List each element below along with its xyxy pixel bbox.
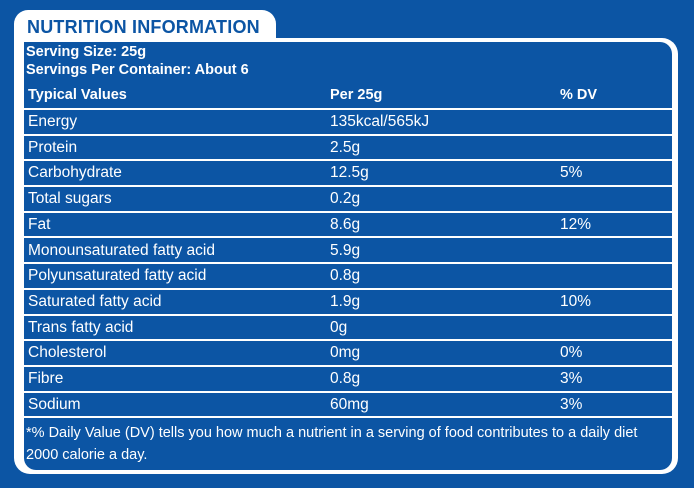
nutrient-dv: 3% xyxy=(560,395,583,413)
nutrient-name: Sodium xyxy=(28,395,81,413)
header-typical-values: Typical Values xyxy=(28,87,127,103)
table-row: Fibre 0.8g 3% xyxy=(24,367,672,393)
header-dv: % DV xyxy=(560,87,598,103)
nutrient-name: Monounsaturated fatty acid xyxy=(28,241,215,259)
table-row: Protein 2.5g xyxy=(24,136,672,162)
nutrient-name: Fibre xyxy=(28,370,64,387)
nutrient-name: Energy xyxy=(28,113,78,130)
nutrient-name: Fat xyxy=(28,215,51,233)
nutrient-amount: 135kcal/565kJ xyxy=(330,113,430,130)
title-tab xyxy=(14,10,276,42)
table-row: Total sugars 0.2g xyxy=(24,187,672,213)
nutrient-name: Cholesterol xyxy=(28,344,107,362)
table-row: Sodium 60mg 3% xyxy=(24,393,672,419)
nutrient-dv: 10% xyxy=(560,292,592,310)
nutrient-amount: 2.5g xyxy=(330,138,361,156)
table-row: Polyunsaturated fatty acid 0.8g xyxy=(24,264,672,290)
nutrient-amount: 8.6g xyxy=(330,215,361,233)
nutrient-amount: 5.9g xyxy=(330,241,361,259)
table-row: Carbohydrate 12.5g 5% xyxy=(24,161,672,188)
table-row: Energy 135kcal/565kJ xyxy=(24,110,672,136)
nutrient-dv: 5% xyxy=(560,164,583,182)
table-row: Trans fatty acid 0g xyxy=(24,316,672,342)
nutrient-amount: 0.8g xyxy=(330,370,361,387)
nutrient-name: Trans fatty acid xyxy=(28,318,134,336)
nutrient-amount: 0mg xyxy=(330,344,361,362)
nutrient-amount: 0.2g xyxy=(330,190,361,208)
table-row: Monounsaturated fatty acid 5.9g xyxy=(24,239,672,265)
nutrient-amount: 1.9g xyxy=(330,292,361,310)
page-title: NUTRITION INFORMATION xyxy=(27,17,260,37)
nutrient-amount: 12.5g xyxy=(330,164,369,182)
table-row: Cholesterol 0mg 0% xyxy=(24,341,672,367)
nutrient-name: Carbohydrate xyxy=(28,164,122,182)
servings-per-container: Servings Per Container: About 6 xyxy=(26,62,249,78)
nutrient-name: Total sugars xyxy=(28,190,112,208)
nutrient-name: Saturated fatty acid xyxy=(28,292,162,310)
label-body xyxy=(24,42,672,470)
serving-size: Serving Size: 25g xyxy=(26,44,147,60)
nutrient-dv: 3% xyxy=(560,370,583,387)
nutrient-dv: 12% xyxy=(560,215,592,233)
nutrient-amount: 0.8g xyxy=(330,267,361,285)
nutrient-name: Protein xyxy=(28,138,78,156)
nutrient-name: Polyunsaturated fatty acid xyxy=(28,267,207,285)
table-header: Typical Values Per 25g % DV xyxy=(24,84,672,110)
nutrient-amount: 0g xyxy=(330,318,348,336)
header-per-serving: Per 25g xyxy=(330,87,383,103)
table-row: Fat 8.6g 12% xyxy=(24,213,672,239)
dv-footnote: *% Daily Value (DV) tells you how much a… xyxy=(26,425,638,463)
nutrient-amount: 60mg xyxy=(330,395,369,413)
table-row: Saturated fatty acid 1.9g 10% xyxy=(24,290,672,316)
nutrient-dv: 0% xyxy=(560,344,583,362)
